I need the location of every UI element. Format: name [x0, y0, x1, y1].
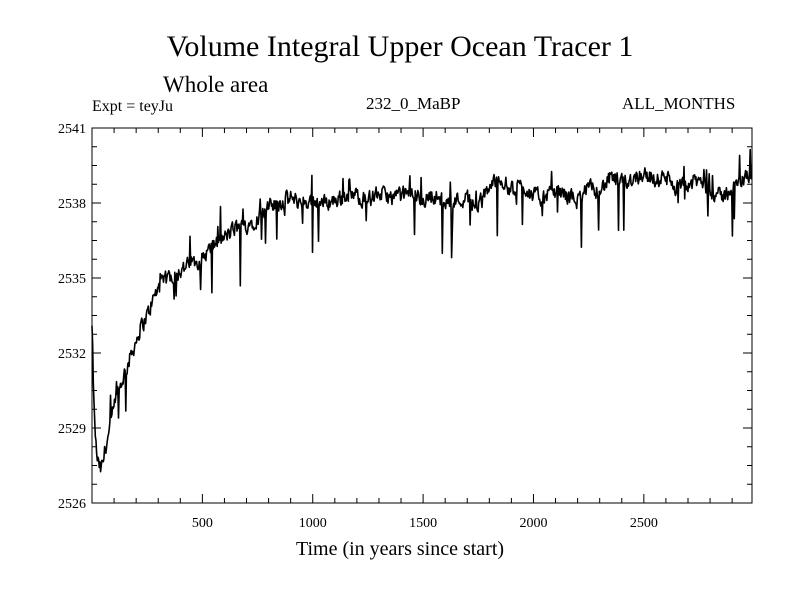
x-tick-label: 1500	[409, 516, 437, 531]
run-label: 232_0_MaBP	[366, 94, 461, 113]
experiment-label: Expt = teyJu	[92, 98, 174, 115]
axis-tick-labels: 500 1000 1500 2000 2500 2526 2529 2532 2535 2538 2…	[58, 122, 658, 531]
x-tick-label: 1000	[299, 516, 327, 531]
chart-title: Volume Integral Upper Ocean Tracer 1	[166, 30, 634, 63]
axis-ticks	[92, 128, 752, 503]
x-tick-label: 500	[192, 516, 213, 531]
x-tick-label: 2500	[630, 516, 658, 531]
x-axis-label: Time (in years since start)	[295, 538, 505, 560]
y-tick-label: 2538	[58, 197, 86, 212]
y-tick-label: 2532	[58, 347, 86, 362]
x-tick-label: 2000	[519, 516, 547, 531]
series-line-tracer-1	[91, 148, 752, 473]
chart-subtitle: Whole area	[163, 72, 269, 97]
y-tick-label: 2529	[58, 422, 86, 437]
months-label: ALL_MONTHS	[622, 94, 736, 113]
y-tick-label: 2535	[58, 272, 86, 287]
y-tick-label: 2541	[58, 122, 86, 137]
y-tick-label: 2526	[58, 497, 86, 512]
